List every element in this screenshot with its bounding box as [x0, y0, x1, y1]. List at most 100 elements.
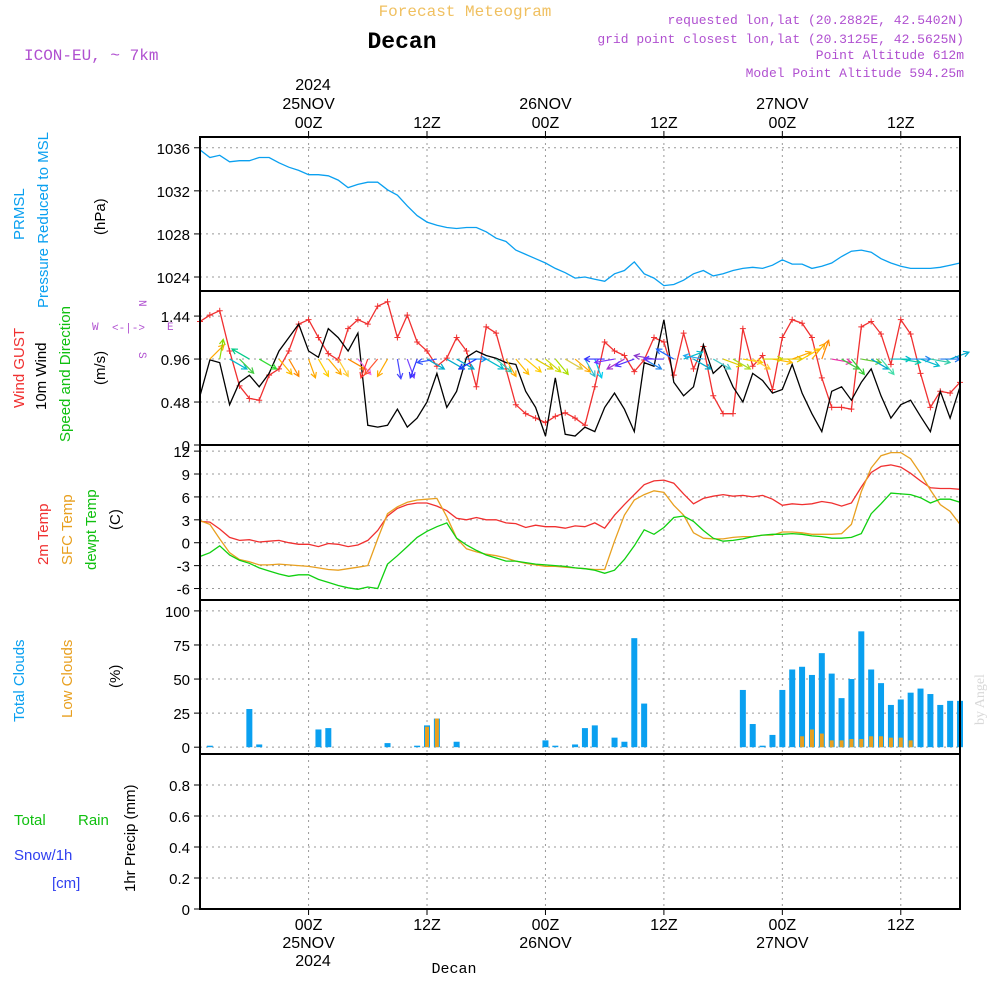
- clouds-bar-1-66: [849, 739, 854, 748]
- wind-arrow-30: [525, 358, 542, 373]
- bottom-date-label-2: 26NOV: [519, 935, 572, 952]
- wind-arrow-27: [495, 358, 513, 373]
- gust-marker-15: [345, 325, 352, 332]
- clouds-bar-0-5: [246, 709, 253, 748]
- wind-ytick-label-0: 0: [182, 438, 190, 455]
- temperature-ytick-label-2: 0: [182, 536, 190, 553]
- clouds-bar-0-69: [878, 683, 885, 748]
- clouds-bar-0-35: [542, 740, 549, 748]
- wind-arrow-53: [752, 358, 772, 370]
- temperature-ytick-label-3: 3: [182, 513, 190, 530]
- temperature-ytick-label-6: 12: [173, 444, 190, 461]
- wind-arrow-39: [593, 358, 615, 366]
- clouds-bar-0-26: [453, 741, 460, 748]
- gust-marker-57: [759, 352, 766, 359]
- wind-10m-label: 10m Wind: [33, 342, 50, 410]
- gust-marker-55: [739, 325, 746, 332]
- precipitation-ytick-label-0: 0: [182, 902, 190, 919]
- gust-marker-62: [808, 334, 815, 341]
- clouds-bar-1-72: [908, 740, 913, 748]
- clouds-bar-0-6: [256, 744, 263, 748]
- wind-arrow-8: [308, 358, 317, 380]
- clouds-bar-1-61: [800, 736, 805, 748]
- bottom-year-label: 2024: [295, 953, 331, 970]
- compass-south: S: [135, 352, 147, 359]
- wind-arrow-17: [396, 358, 404, 380]
- gust-marker-63: [818, 374, 825, 381]
- pressure-ytick-label-1: 1028: [157, 227, 190, 244]
- gust-marker-22: [414, 339, 421, 346]
- credit-label: by Angel: [973, 674, 988, 725]
- clouds-bar-0-44: [631, 638, 638, 748]
- clouds-bar-0-64: [828, 673, 835, 748]
- gust-marker-5: [246, 395, 253, 402]
- clouds-bar-0-39: [581, 728, 588, 748]
- clouds-bar-1-67: [859, 739, 864, 748]
- clouds-bar-0-74: [927, 694, 934, 748]
- bottom-time-label-2: 00Z: [532, 917, 560, 934]
- clouds-bar-0-43: [621, 741, 628, 748]
- temp-sfc-label: SFC Temp: [59, 494, 76, 565]
- gust-marker-61: [799, 320, 806, 327]
- wind-arrow-28: [505, 358, 517, 378]
- gust-marker-69: [878, 330, 885, 337]
- clouds-bar-1-68: [869, 736, 874, 748]
- temperature-ytick-label-1: -3: [177, 559, 190, 576]
- clouds-bar-0-12: [315, 729, 322, 748]
- point-altitude: Point Altitude 612m: [816, 48, 964, 63]
- clouds-bar-1-70: [888, 737, 893, 748]
- gust-marker-33: [522, 410, 529, 417]
- wind-arrow-45: [655, 348, 675, 360]
- wind-arrow-40: [606, 358, 625, 370]
- total-label: Total: [14, 812, 46, 829]
- gust-marker-65: [838, 404, 845, 411]
- wind-arrow-11: [337, 358, 349, 378]
- wind-arrow-5: [258, 358, 278, 370]
- clouds-bar-0-61: [799, 666, 806, 748]
- snow-label: Snow/1h: [14, 847, 72, 864]
- gust-marker-21: [404, 312, 411, 319]
- gust-marker-20: [394, 334, 401, 341]
- gust-marker-28: [473, 383, 480, 390]
- gust-marker-43: [621, 352, 628, 359]
- temp-unit-label: (C): [107, 509, 124, 530]
- gust-marker-6: [256, 397, 263, 404]
- clouds-frame: [199, 599, 961, 755]
- gust-marker-59: [779, 334, 786, 341]
- pressure-frame: [199, 136, 961, 292]
- clouds-bar-0-65: [838, 698, 845, 748]
- top-time-label-5: 12Z: [887, 115, 915, 132]
- gust-marker-67: [858, 323, 865, 330]
- gust-marker-23: [424, 347, 431, 354]
- pressure-label: Pressure Reduced to MSL: [35, 132, 52, 308]
- wind-ytick-label-2: 0.96: [161, 352, 190, 369]
- gust-marker-71: [897, 316, 904, 323]
- gust-marker-1: [206, 312, 213, 319]
- bottom-time-label-5: 12Z: [887, 917, 915, 934]
- wind-arrow-23: [456, 358, 476, 370]
- wind-arrow-15: [364, 358, 379, 376]
- gust-marker-32: [512, 401, 519, 408]
- clouds-bar-0-45: [641, 703, 648, 748]
- wind-arrow-19: [408, 358, 418, 380]
- clouds-panel: 0 25 50 75 100: [165, 599, 963, 757]
- top-time-label-4: 00Z: [769, 115, 797, 132]
- gust-marker-26: [453, 334, 460, 341]
- clouds-bar-0-63: [818, 653, 825, 748]
- wind-arrow-14: [359, 358, 369, 380]
- gust-marker-72: [907, 330, 914, 337]
- wind-arrow-4: [230, 348, 250, 360]
- clouds-bar-0-62: [808, 674, 815, 748]
- gust-marker-27: [463, 347, 470, 354]
- clouds-ytick-label-3: 75: [173, 638, 190, 655]
- gust-marker-52: [710, 392, 717, 399]
- precipitation-ytick-label-4: 0.8: [169, 778, 190, 795]
- gust-marker-41: [601, 339, 608, 346]
- compass-north: N: [135, 300, 147, 307]
- location-title: Decan: [367, 29, 436, 55]
- model-point-altitude: Model Point Altitude 594.25m: [746, 66, 965, 81]
- gust-marker-53: [720, 410, 727, 417]
- clouds-bar-0-76: [947, 700, 954, 748]
- wind-arrow-9: [317, 358, 330, 378]
- wind-arrow-63: [850, 358, 866, 376]
